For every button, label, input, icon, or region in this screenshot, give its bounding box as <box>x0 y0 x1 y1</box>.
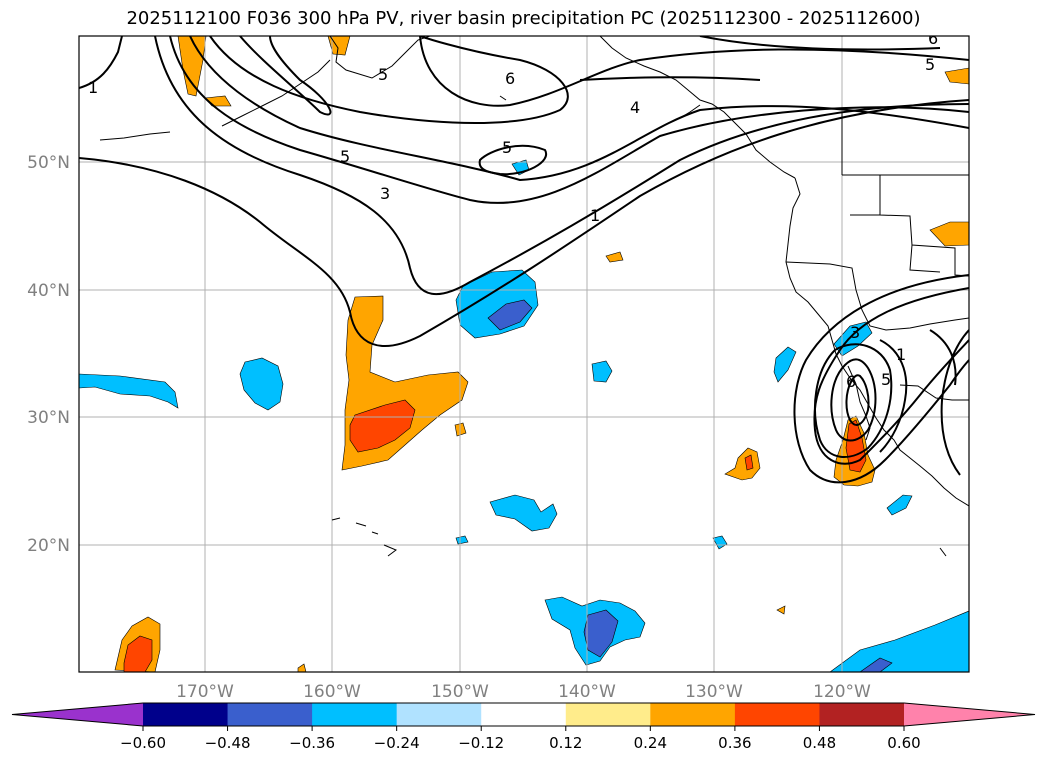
lat-label: 50°N <box>27 153 70 173</box>
pv-contours <box>79 36 969 484</box>
contour-label: 6 <box>928 29 938 48</box>
colorbar-tick-label: 0.48 <box>803 734 836 752</box>
lat-label: 40°N <box>27 281 70 301</box>
colorbar-tick-label: −0.48 <box>205 734 251 752</box>
contour-label: 5 <box>925 55 935 74</box>
colorbar-tick-label: 0.12 <box>549 734 582 752</box>
contour-label: 5 <box>378 65 388 84</box>
contour-labels: 1 6 4 5 5 5 3 1 5 3 6 5 1 6 <box>88 29 938 391</box>
colorbar-segment <box>143 703 229 726</box>
negative-shading <box>79 159 969 672</box>
colorbar-tick-label: −0.36 <box>289 734 335 752</box>
coastlines <box>99 36 969 557</box>
colorbar-segment <box>227 703 313 726</box>
contour-label: 6 <box>505 69 515 88</box>
longitude-labels: 170°W 160°W 150°W 140°W 130°W 120°W <box>176 682 871 702</box>
colorbar: −0.60 −0.48 −0.36 −0.24 −0.12 0.12 0.24 0.36 0.4… <box>11 702 1036 752</box>
colorbar-segment <box>819 703 905 726</box>
colorbar-segment <box>565 703 651 726</box>
lat-label: 20°N <box>27 536 70 556</box>
colorbar-tick-label: −0.12 <box>458 734 504 752</box>
contour-label: 5 <box>502 138 512 157</box>
lon-label: 150°W <box>431 682 489 702</box>
colorbar-tick-label: 0.24 <box>634 734 667 752</box>
colorbar-extend-low <box>12 703 143 726</box>
positive-shading <box>114 36 969 672</box>
colorbar-tick-label: 0.60 <box>887 734 920 752</box>
lon-label: 170°W <box>176 682 234 702</box>
map-title: 2025112100 F036 300 hPa PV, river basin … <box>126 8 921 29</box>
colorbar-segment <box>734 703 820 726</box>
contour-label: 6 <box>846 372 856 391</box>
colorbar-tick-label: −0.24 <box>374 734 420 752</box>
map-frame <box>78 35 970 673</box>
contour-label: 3 <box>850 323 860 342</box>
contour-label: 1 <box>88 78 98 97</box>
lon-label: 140°W <box>558 682 616 702</box>
contour-label: 1 <box>590 206 600 225</box>
lon-label: 120°W <box>813 682 871 702</box>
colorbar-segment <box>396 703 482 726</box>
lon-label: 160°W <box>303 682 361 702</box>
colorbar-tick-label: −0.60 <box>120 734 166 752</box>
contour-label: 4 <box>630 98 640 117</box>
contour-label: 1 <box>896 345 906 364</box>
colorbar-tick-label: 0.36 <box>718 734 751 752</box>
lon-label: 130°W <box>685 682 743 702</box>
lat-label: 30°N <box>27 408 70 428</box>
contour-label: 3 <box>380 184 390 203</box>
colorbar-segment <box>312 703 398 726</box>
colorbar-segment <box>481 703 567 726</box>
contour-label: 5 <box>881 370 891 389</box>
graticule <box>79 36 969 672</box>
colorbar-extend-high <box>904 703 1035 726</box>
colorbar-segment <box>650 703 736 726</box>
contour-label: 5 <box>340 147 350 166</box>
latitude-labels: 50°N 40°N 30°N 20°N <box>27 153 70 556</box>
